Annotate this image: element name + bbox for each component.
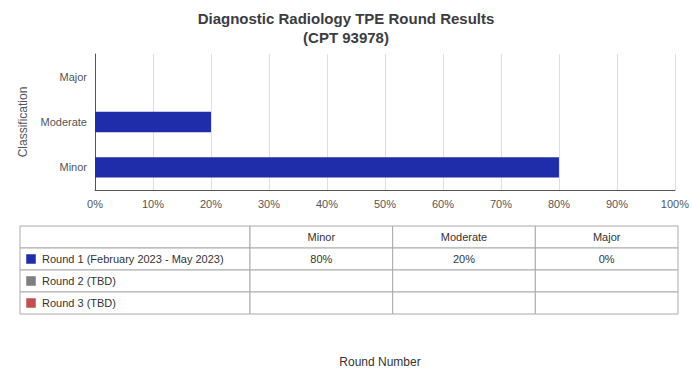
svg-text:Round 2 (TBD): Round 2 (TBD) — [42, 275, 116, 287]
svg-text:10%: 10% — [142, 198, 164, 210]
svg-text:0%: 0% — [87, 198, 103, 210]
svg-text:Moderate: Moderate — [41, 116, 87, 128]
svg-text:80%: 80% — [548, 198, 570, 210]
svg-text:Moderate: Moderate — [441, 231, 487, 243]
svg-text:20%: 20% — [453, 253, 475, 265]
svg-text:20%: 20% — [200, 198, 222, 210]
svg-text:Major: Major — [59, 71, 87, 83]
svg-text:Minor: Minor — [59, 161, 87, 173]
svg-text:0%: 0% — [599, 253, 615, 265]
svg-text:Classification: Classification — [16, 87, 30, 158]
svg-text:Diagnostic Radiology TPE Round: Diagnostic Radiology TPE Round Results — [198, 10, 495, 27]
svg-text:Minor: Minor — [308, 231, 336, 243]
svg-text:Round 1 (February 2023 - May 2: Round 1 (February 2023 - May 2023) — [42, 253, 224, 265]
svg-text:60%: 60% — [432, 198, 454, 210]
svg-text:100%: 100% — [661, 198, 689, 210]
svg-text:40%: 40% — [316, 198, 338, 210]
svg-text:(CPT 93978): (CPT 93978) — [303, 29, 389, 46]
svg-text:90%: 90% — [606, 198, 628, 210]
svg-text:70%: 70% — [490, 198, 512, 210]
svg-text:80%: 80% — [310, 253, 332, 265]
svg-text:Round Number: Round Number — [339, 355, 420, 369]
svg-text:50%: 50% — [374, 198, 396, 210]
svg-text:Round 3 (TBD): Round 3 (TBD) — [42, 297, 116, 309]
svg-text:30%: 30% — [258, 198, 280, 210]
svg-text:Major: Major — [593, 231, 621, 243]
